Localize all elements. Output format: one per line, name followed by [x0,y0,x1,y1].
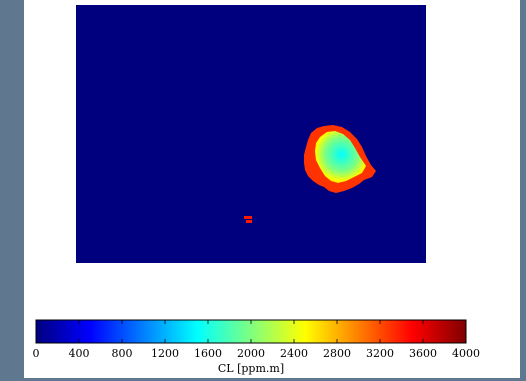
colorbar-label: CL [ppm.m] [218,362,284,375]
heatmap-background [76,5,426,263]
colorbar-tick-label-7: 2800 [323,347,351,360]
colorbar-tick-label-1: 400 [69,347,90,360]
colorbar-tick-label-0: 0 [33,347,40,360]
colorbar: 0 400 800 1200 1600 2000 2400 2800 3200 3600 4000 … [33,319,480,375]
plume-inner-core [315,131,366,183]
heatmap-panel [76,5,426,263]
colorbar-tick-label-9: 3600 [409,347,437,360]
colorbar-tick-label-5: 2000 [237,347,265,360]
plume-small-patch [244,216,252,219]
colorbar-tick-label-4: 1600 [194,347,222,360]
colorbar-tick-label-10: 4000 [452,347,480,360]
plume-small-patch-2 [246,220,252,223]
colorbar-tick-label-2: 800 [112,347,133,360]
colorbar-tick-label-8: 3200 [366,347,394,360]
figure-frame: 0 400 800 1200 1600 2000 2400 2800 3200 3600 4000 … [24,0,520,378]
colorbar-ticks: 0 400 800 1200 1600 2000 2400 2800 3200 3600 4000 [33,320,480,360]
colorbar-tick-label-3: 1200 [151,347,179,360]
colorbar-tick-label-6: 2400 [280,347,308,360]
figure-svg: 0 400 800 1200 1600 2000 2400 2800 3200 3600 4000 … [33,5,480,375]
